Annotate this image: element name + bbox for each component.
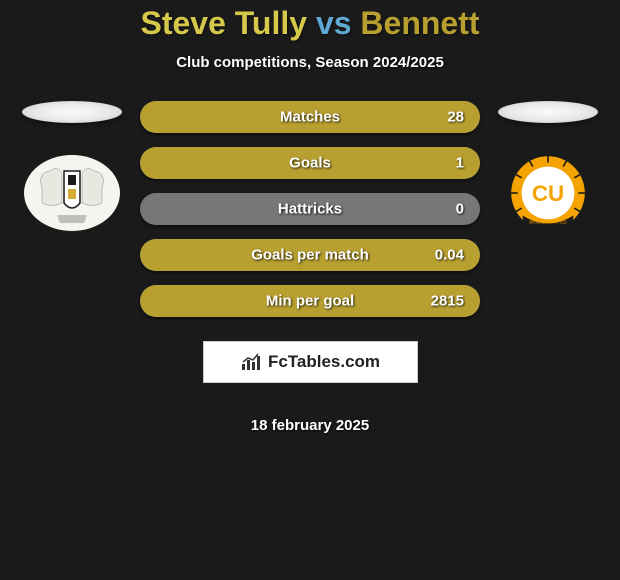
brand-text: FcTables.com xyxy=(268,352,380,372)
stat-value: 0 xyxy=(456,201,464,218)
stat-label: Goals per match xyxy=(251,247,369,264)
right-column: CU BRIDGE UNITED xyxy=(498,101,598,233)
player2-ellipse xyxy=(498,101,598,123)
stat-bar: Goals per match 0.04 xyxy=(140,239,480,271)
page-title: Steve Tully vs Bennett xyxy=(0,5,620,42)
stat-label: Min per goal xyxy=(266,293,354,310)
player1-crest xyxy=(22,153,122,233)
comparison-card: Steve Tully vs Bennett Club competitions… xyxy=(0,0,620,434)
stat-bar: Matches 28 xyxy=(140,101,480,133)
stat-bar: Goals 1 xyxy=(140,147,480,179)
main-row: Matches 28 Goals 1 Hattricks 0 Goals per match… xyxy=(0,101,620,434)
stat-value: 28 xyxy=(447,109,464,126)
stats-column: Matches 28 Goals 1 Hattricks 0 Goals per match… xyxy=(140,101,480,434)
stat-label: Matches xyxy=(280,109,340,126)
stat-label: Goals xyxy=(289,155,331,172)
svg-text:CU: CU xyxy=(532,181,564,206)
brand-box[interactable]: FcTables.com xyxy=(203,341,418,383)
player2-name: Bennett xyxy=(360,5,479,41)
stat-value: 1 xyxy=(456,155,464,172)
vs-text: vs xyxy=(316,5,352,41)
svg-text:BRIDGE UNITED: BRIDGE UNITED xyxy=(529,219,567,225)
player2-crest: CU BRIDGE UNITED xyxy=(498,153,598,233)
player1-name: Steve Tully xyxy=(140,5,307,41)
date-text: 18 february 2025 xyxy=(251,417,369,434)
stat-label: Hattricks xyxy=(278,201,342,218)
chart-icon xyxy=(240,352,264,372)
stat-value: 2815 xyxy=(431,293,464,310)
player1-ellipse xyxy=(22,101,122,123)
subtitle: Club competitions, Season 2024/2025 xyxy=(0,54,620,71)
left-column xyxy=(22,101,122,233)
stat-bar: Hattricks 0 xyxy=(140,193,480,225)
stat-value: 0.04 xyxy=(435,247,464,264)
stat-bar: Min per goal 2815 xyxy=(140,285,480,317)
